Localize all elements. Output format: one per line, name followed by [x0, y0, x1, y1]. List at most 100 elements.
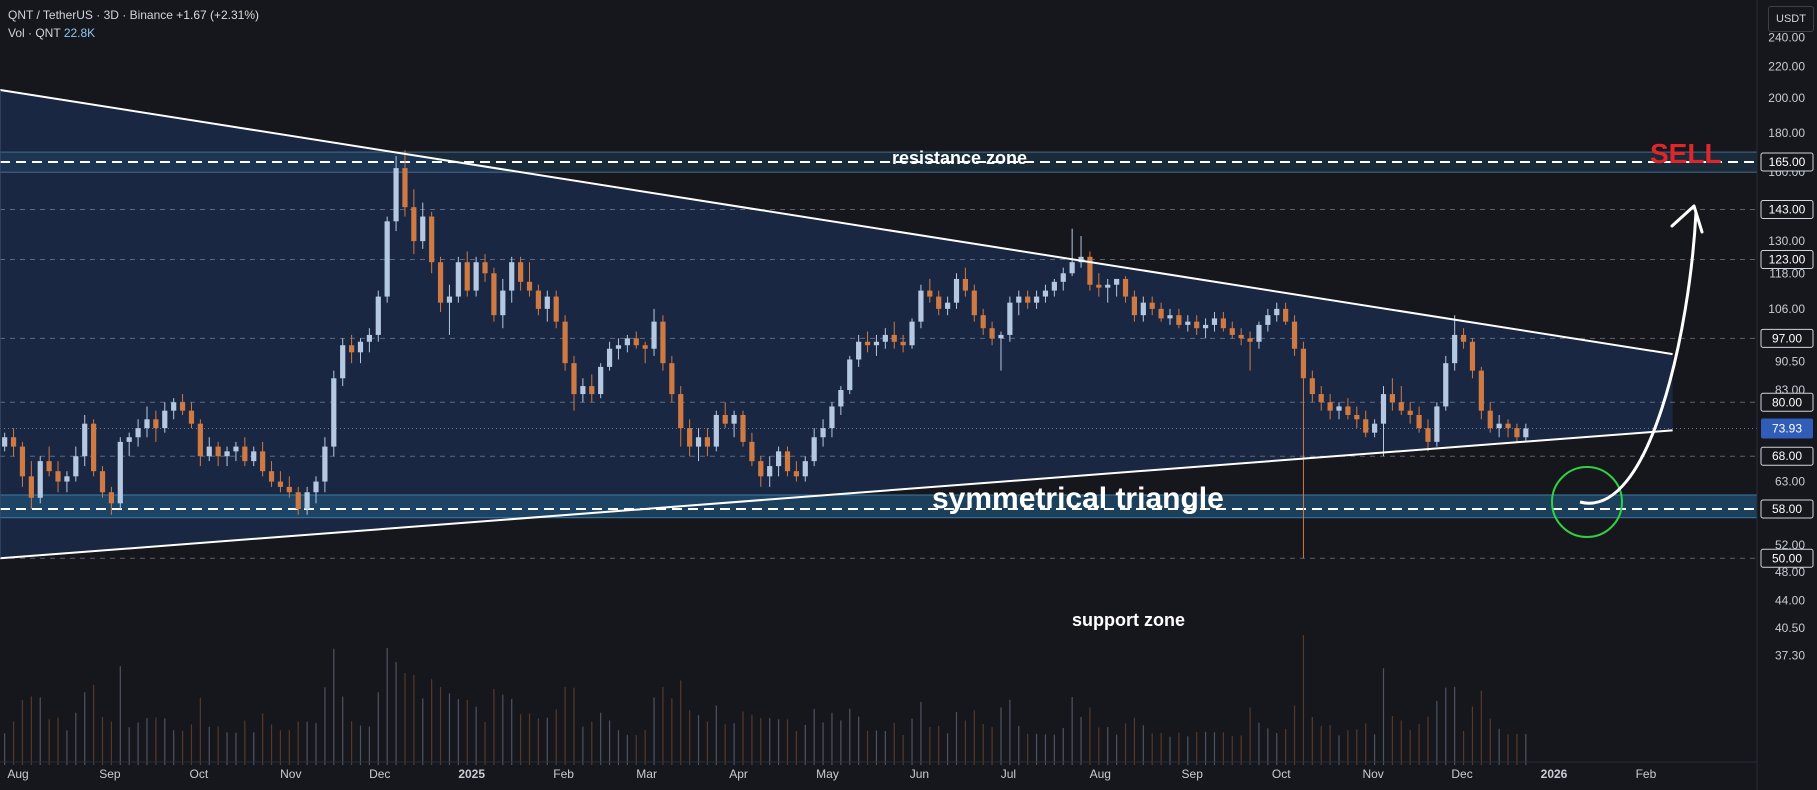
time-tick-label: Aug [1090, 767, 1111, 781]
volume-bar [751, 714, 753, 765]
candle-body [811, 437, 817, 462]
volume-bar [528, 713, 531, 765]
time-tick-label: 2026 [1541, 767, 1568, 781]
volume-bar [1196, 732, 1198, 765]
symbol-title[interactable]: QNT / TetherUS · 3D · Binance [8, 8, 173, 22]
price-label-box [1760, 499, 1814, 519]
price-tick-label: 48.00 [1775, 565, 1805, 579]
candle-body [918, 290, 924, 322]
candle-body [366, 334, 372, 342]
time-tick-label: May [816, 767, 839, 781]
volume-bar [1098, 727, 1100, 765]
price-tick-label: 37.30 [1775, 649, 1805, 663]
time-tick-label: Mar [636, 767, 657, 781]
candle-body [793, 471, 799, 477]
volume-bar [982, 724, 984, 765]
price-tick-label: 220.00 [1768, 60, 1805, 74]
volume-bar [1516, 733, 1518, 765]
candle-body [420, 216, 426, 242]
currency-button[interactable]: USDT [1768, 6, 1814, 32]
candle-body [1416, 414, 1422, 429]
time-axis[interactable]: Aug Sep Oct Nov Dec 2025 Feb Mar Apr May Jun Jul Aug… [0, 761, 1757, 781]
time-tick-label: Dec [1451, 767, 1472, 781]
volume-bar [1116, 734, 1118, 765]
volume-bar [386, 648, 388, 765]
candle-body [864, 341, 871, 346]
last-price-badge [1761, 418, 1813, 439]
candle-body [633, 338, 639, 346]
candle-body [482, 262, 488, 274]
candle-body [153, 419, 159, 429]
candle-body [1051, 281, 1057, 291]
time-tick-label: 2025 [458, 767, 485, 781]
candle-body [1194, 321, 1200, 329]
volume-bar [1338, 735, 1340, 765]
volume-bar [760, 718, 762, 765]
candle-body [224, 451, 230, 457]
volume-bar [1160, 732, 1162, 765]
volume-bar [439, 687, 442, 765]
candle-body [340, 345, 346, 379]
candle-body [767, 466, 773, 477]
volume-bar [1231, 735, 1233, 765]
volume-bar [128, 727, 130, 765]
price-tick-label: 118.00 [1769, 266, 1805, 280]
time-tick-label: Apr [729, 767, 748, 781]
volume-bar [12, 721, 15, 765]
volume-bar [333, 648, 335, 765]
volume-bar [368, 726, 370, 765]
volume-bar [831, 712, 833, 765]
volume-bar [680, 680, 682, 765]
candle-body [535, 290, 542, 309]
candle-body [1105, 284, 1111, 288]
volume-bar [555, 709, 557, 765]
candle-body [375, 296, 381, 335]
candle-body [651, 321, 657, 349]
volume-bar [822, 722, 824, 765]
volume-bar [1204, 731, 1207, 765]
candle-body [518, 262, 524, 282]
candle-body [1202, 324, 1209, 329]
volume-bar [173, 730, 175, 765]
candle-body [135, 428, 141, 438]
volume-bar [1427, 716, 1429, 765]
volume-bar [1374, 734, 1376, 765]
candle-body [838, 390, 844, 407]
support-zone-label: support zone [1072, 610, 1185, 630]
candle-body [1069, 262, 1075, 274]
volume-bar [270, 724, 273, 765]
volume-bar [938, 725, 940, 765]
volume-bar [155, 717, 157, 765]
candle-body [873, 341, 880, 346]
candle-body [731, 414, 737, 424]
price-change: +1.67 (+2.31%) [176, 8, 260, 22]
candle-body [1283, 308, 1289, 322]
volume-label: Vol · QNT [8, 26, 61, 40]
time-tick-label: Feb [553, 767, 574, 781]
volume-bar [324, 687, 326, 765]
candle-body [927, 290, 933, 297]
candle-body [162, 410, 168, 429]
candle-body [971, 290, 977, 316]
volume-bar [742, 711, 744, 765]
price-axis[interactable]: 240.00220.00200.00180.00160.00143.00130.… [1756, 0, 1814, 790]
volume-bar [1213, 732, 1216, 765]
candle-body [802, 461, 808, 477]
candle-body [73, 456, 79, 477]
candle-body [1211, 318, 1218, 325]
candle-body [19, 446, 26, 477]
volume-bar [1178, 732, 1180, 765]
volume-bar [217, 726, 219, 765]
volume-bar [1293, 705, 1296, 765]
price-label-box [1760, 392, 1814, 412]
volume-bar [466, 699, 468, 765]
candle-body [1336, 406, 1342, 411]
candle-body [322, 446, 328, 482]
candle-body [384, 221, 390, 297]
volume-legend: Vol · QNT 22.8K [8, 26, 95, 40]
candle-body [509, 262, 515, 291]
candle-body [464, 262, 470, 291]
candle-body [46, 461, 52, 472]
volume-bar [600, 712, 602, 765]
